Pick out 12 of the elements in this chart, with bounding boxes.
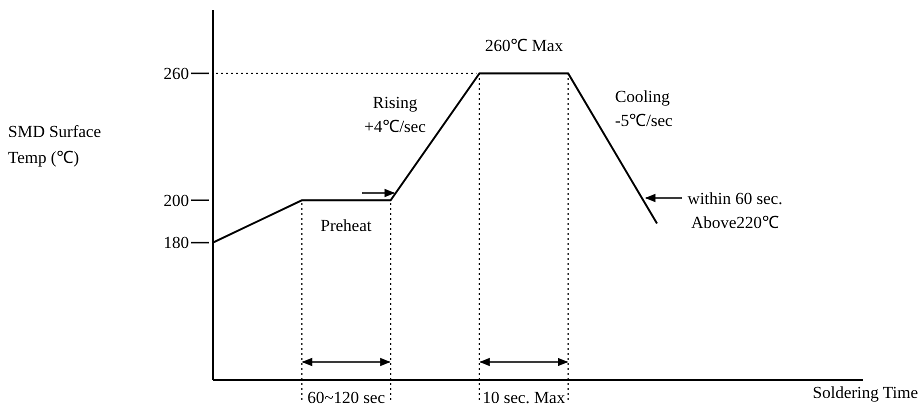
annotation: Rising +4℃/sec <box>364 93 426 136</box>
annotation: 260℃ Max <box>485 36 564 55</box>
text: Soldering Time <box>812 383 918 402</box>
y-tick-label: 180 <box>164 233 189 252</box>
text: 10 sec. Max <box>482 388 566 407</box>
annotation: Preheat <box>320 216 372 235</box>
y-tick-label: 260 <box>164 64 189 83</box>
annotation: Cooling -5℃/sec <box>615 87 674 130</box>
text: 60~120 sec <box>307 388 386 407</box>
y-tick-label: 200 <box>164 190 189 210</box>
y-axis-title: SMD Surface Temp (℃) <box>8 122 102 167</box>
annotation: within 60 sec. Above220℃ <box>688 189 782 232</box>
